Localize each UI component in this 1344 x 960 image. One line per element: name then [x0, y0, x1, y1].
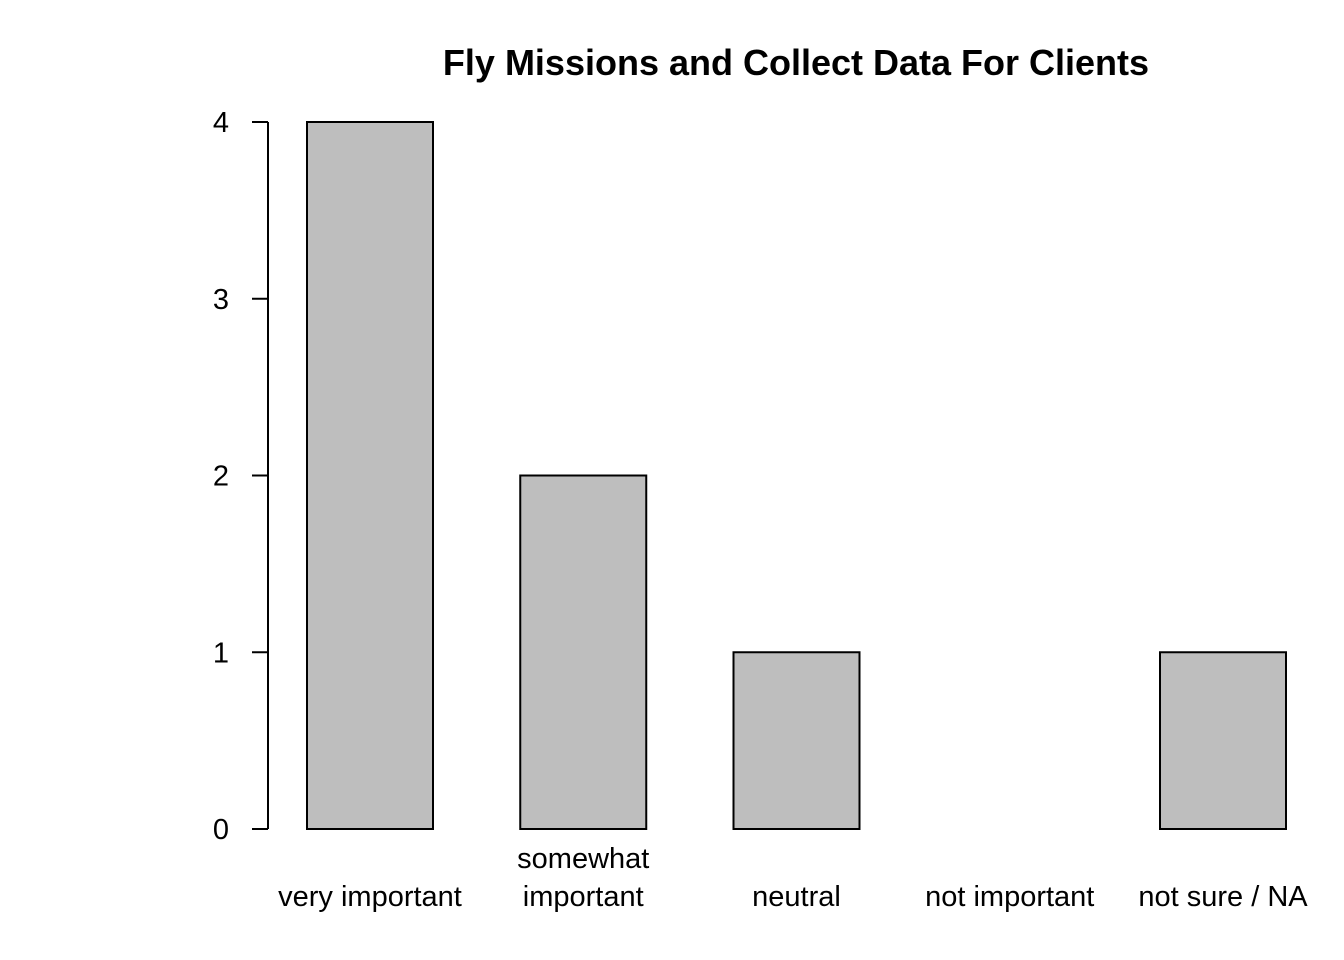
x-category-label: very important	[278, 881, 462, 913]
chart-title: Fly Missions and Collect Data For Client…	[443, 42, 1149, 83]
x-category-label: not sure / NA	[1138, 881, 1308, 913]
bar-very-important	[306, 121, 434, 830]
x-axis-labels: very important somewhat important neutral no…	[278, 843, 1308, 913]
bar-neutral	[732, 651, 861, 830]
y-tick-label: 4	[213, 107, 229, 139]
x-category-label: somewhat	[517, 843, 649, 875]
y-tick-label: 0	[213, 814, 229, 846]
x-category-label: not important	[925, 881, 1094, 913]
y-tick-label: 3	[213, 284, 229, 316]
bar-somewhat-important	[519, 474, 648, 830]
x-category-label: neutral	[752, 881, 841, 913]
bars-layer	[306, 121, 1287, 830]
y-tick-label: 2	[213, 461, 229, 493]
y-axis: 0 1 2 3 4	[213, 107, 269, 846]
bar-not-sure-na	[1159, 651, 1287, 830]
y-tick-label: 1	[213, 637, 229, 669]
x-category-label: important	[523, 881, 644, 913]
